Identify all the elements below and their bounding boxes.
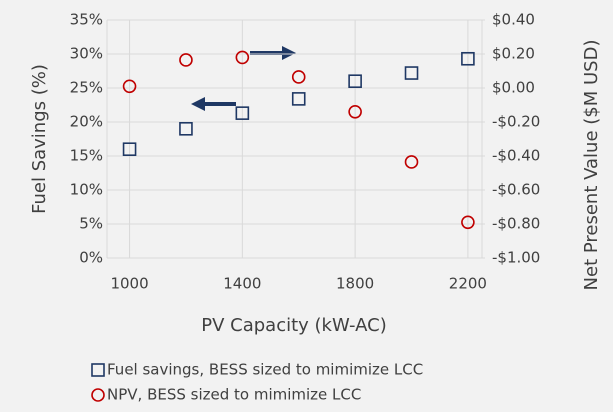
arrow-left (191, 97, 236, 111)
marker (404, 66, 419, 80)
x-tick-label: 1400 (223, 275, 261, 293)
marker (461, 215, 475, 230)
y2-tick-label: $0.00 (492, 79, 535, 97)
marker (404, 155, 419, 169)
legend-marker (91, 363, 105, 377)
x-tick-label: 1000 (110, 275, 148, 293)
marker (348, 74, 362, 88)
legend-label: Fuel savings, BESS sized to mimimize LCC (107, 361, 423, 379)
y2-tick-label: -$0.80 (492, 215, 540, 233)
y2-tick-label: -$0.40 (492, 147, 540, 165)
marker (235, 106, 250, 120)
y-tick-label: 10% (70, 181, 103, 199)
y2-axis-title: Net Present Value ($M USD) (581, 40, 602, 291)
marker (291, 92, 306, 106)
marker (122, 142, 137, 156)
legend-label: NPV, BESS sized to mimimize LCC (107, 386, 361, 404)
y2-tick-label: -$1.00 (492, 249, 540, 267)
y-tick-label: 15% (70, 147, 103, 165)
marker (291, 70, 306, 84)
y-tick-label: 20% (70, 113, 103, 131)
marker (348, 105, 362, 119)
y-axis-title: Fuel Savings (%) (29, 64, 50, 214)
x-tick-label: 1800 (336, 275, 374, 293)
x-axis-title: PV Capacity (kW-AC) (201, 315, 386, 336)
y-tick-label: 30% (70, 45, 103, 63)
marker (235, 50, 250, 65)
marker (179, 53, 193, 67)
legend-marker (91, 388, 105, 402)
y-tick-label: 0% (79, 249, 103, 267)
arrow-right (250, 46, 296, 60)
y2-tick-label: $0.20 (492, 45, 535, 63)
marker (179, 122, 193, 136)
y2-tick-label: -$0.60 (492, 181, 540, 199)
marker (122, 79, 137, 94)
y-tick-label: 25% (70, 79, 103, 97)
y-tick-label: 5% (79, 215, 103, 233)
y2-tick-label: $0.40 (492, 11, 535, 29)
y-tick-label: 35% (70, 11, 103, 29)
y2-tick-label: -$0.20 (492, 113, 540, 131)
x-tick-label: 2200 (449, 275, 487, 293)
marker (461, 51, 475, 66)
